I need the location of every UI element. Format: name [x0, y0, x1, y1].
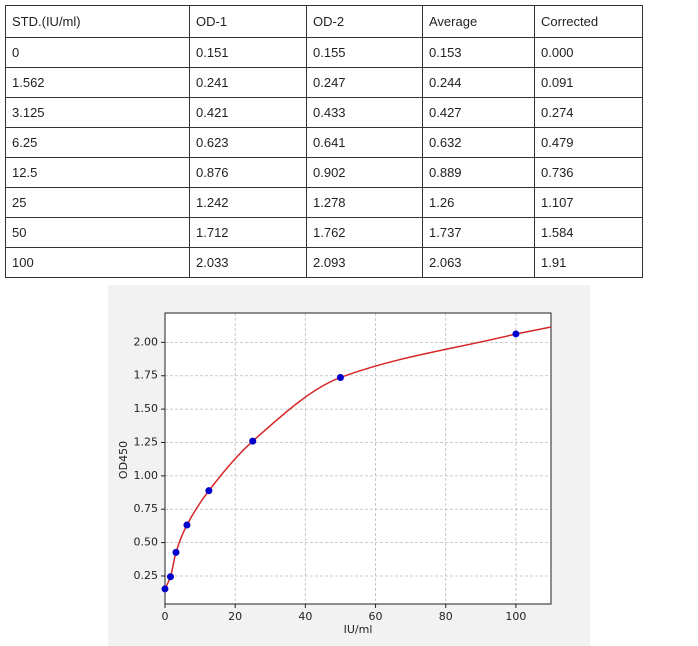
table-cell: 1.91: [534, 247, 643, 278]
data-point: [166, 573, 174, 581]
table-cell: OD-1: [189, 5, 307, 38]
table-cell: Average: [422, 5, 535, 38]
table-cell: 0.889: [422, 157, 535, 188]
table-cell: Corrected: [534, 5, 643, 38]
data-point: [336, 373, 344, 381]
x-tick-label: 0: [162, 610, 169, 623]
data-point: [512, 330, 520, 338]
table-cell: 2.033: [189, 247, 307, 278]
data-point: [161, 585, 169, 593]
table-row: 100 2.033 2.093 2.063 1.91: [5, 247, 643, 278]
table-cell: 0.876: [189, 157, 307, 188]
data-point: [172, 548, 180, 556]
x-axis-label: IU/ml: [344, 623, 373, 636]
table-cell: 0.736: [534, 157, 643, 188]
y-tick-label: 1.25: [134, 435, 159, 448]
table-cell: 0.155: [306, 37, 423, 68]
y-axis-label: OD450: [117, 441, 130, 479]
header-row: STD.(IU/ml) OD-1 OD-2 Average Corrected: [5, 5, 643, 38]
table-cell: 1.107: [534, 187, 643, 218]
table-cell: 0.244: [422, 67, 535, 98]
table-cell: 1.737: [422, 217, 535, 248]
table-row: 0 0.151 0.155 0.153 0.000: [5, 37, 643, 68]
data-point: [205, 487, 213, 495]
table-cell: 0.427: [422, 97, 535, 128]
table-cell: 0.151: [189, 37, 307, 68]
x-tick-label: 100: [505, 610, 526, 623]
y-tick-label: 0.25: [134, 569, 159, 582]
table-cell: 0.433: [306, 97, 423, 128]
table-cell: 0.247: [306, 67, 423, 98]
table-cell: 3.125: [5, 97, 190, 128]
table-cell: 1.584: [534, 217, 643, 248]
y-tick-label: 1.50: [134, 402, 159, 415]
plot-frame: [164, 312, 552, 605]
y-tick-label: 0.75: [134, 502, 159, 515]
y-tick-label: 1.75: [134, 369, 159, 382]
data-table: STD.(IU/ml) OD-1 OD-2 Average Corrected 0 0.15…: [5, 5, 643, 278]
table-cell: 0.632: [422, 127, 535, 158]
data-point: [249, 437, 257, 445]
x-tick-label: 80: [439, 610, 453, 623]
y-tick-label: 0.50: [134, 536, 159, 549]
plot-area: [165, 313, 551, 604]
table-row: 3.125 0.421 0.433 0.427 0.274: [5, 97, 643, 128]
y-tick-label: 2.00: [134, 335, 159, 348]
table-cell: 100: [5, 247, 190, 278]
y-tick-label: 1.00: [134, 469, 159, 482]
table-cell: 25: [5, 187, 190, 218]
x-tick-label: 40: [298, 610, 312, 623]
x-tick-label: 20: [228, 610, 242, 623]
table-row: 50 1.712 1.762 1.737 1.584: [5, 217, 643, 248]
x-tick-label: 60: [369, 610, 383, 623]
table-cell: STD.(IU/ml): [5, 5, 190, 38]
table-cell: 2.063: [422, 247, 535, 278]
table-cell: 0.623: [189, 127, 307, 158]
data-point: [183, 521, 191, 529]
